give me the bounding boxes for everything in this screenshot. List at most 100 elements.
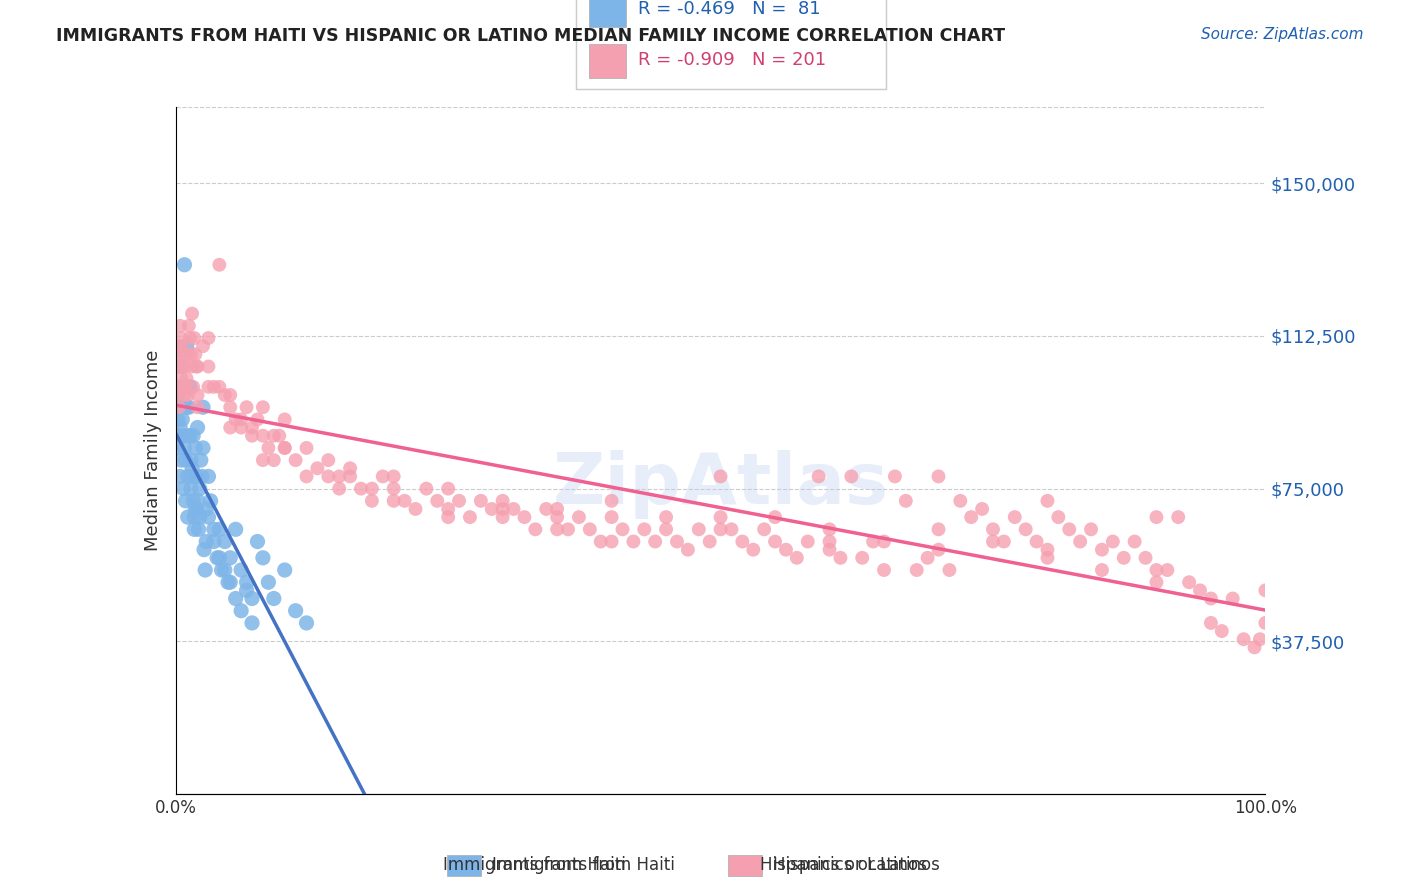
Text: Immigrants from Haiti: Immigrants from Haiti	[443, 856, 626, 874]
Point	[1091, 542, 1114, 557]
Point	[169, 318, 191, 333]
Point	[360, 482, 382, 496]
Point	[208, 522, 231, 536]
Point	[263, 428, 285, 442]
Point	[191, 469, 214, 483]
Point	[180, 453, 202, 467]
Point	[394, 493, 416, 508]
Point	[177, 388, 200, 402]
Point	[252, 550, 274, 565]
Point	[167, 412, 190, 426]
Point	[1222, 591, 1244, 606]
Point	[180, 347, 202, 361]
Point	[176, 372, 198, 386]
Point	[240, 428, 263, 442]
Point	[981, 522, 1004, 536]
Point	[447, 493, 470, 508]
Point	[172, 359, 194, 374]
Point	[231, 420, 253, 434]
Text: R = -0.909   N = 201: R = -0.909 N = 201	[638, 52, 827, 70]
Point	[179, 331, 201, 345]
Point	[172, 380, 194, 394]
Point	[1254, 615, 1277, 630]
Point	[655, 510, 678, 524]
Point	[170, 359, 193, 374]
Point	[382, 482, 405, 496]
Point	[284, 604, 307, 618]
Point	[710, 469, 733, 483]
Point	[1144, 575, 1167, 590]
Point	[231, 412, 253, 426]
Point	[176, 347, 198, 361]
Point	[173, 388, 195, 402]
Point	[231, 563, 253, 577]
Point	[873, 534, 896, 549]
Point	[174, 359, 197, 374]
FancyBboxPatch shape	[589, 45, 626, 78]
Point	[633, 522, 655, 536]
Point	[763, 510, 786, 524]
Point	[219, 575, 242, 590]
Point	[205, 550, 228, 565]
Point	[284, 453, 307, 467]
Point	[731, 534, 754, 549]
Point	[200, 493, 222, 508]
Point	[579, 522, 602, 536]
Point	[186, 359, 209, 374]
Point	[350, 482, 373, 496]
Point	[1211, 624, 1233, 638]
Text: Hispanics or Latinos: Hispanics or Latinos	[773, 856, 941, 874]
Point	[167, 380, 190, 394]
Point	[197, 331, 219, 345]
Point	[928, 542, 950, 557]
Point	[546, 510, 568, 524]
Point	[796, 534, 818, 549]
Point	[180, 482, 202, 496]
Point	[167, 401, 190, 415]
Point	[960, 510, 983, 524]
Text: ZipAtlas: ZipAtlas	[553, 450, 889, 519]
Point	[981, 534, 1004, 549]
Point	[214, 388, 236, 402]
Point	[177, 510, 200, 524]
Point	[172, 380, 194, 394]
Point	[177, 428, 200, 442]
Point	[1102, 534, 1125, 549]
Point	[1080, 522, 1102, 536]
Point	[841, 469, 863, 483]
Point	[181, 493, 204, 508]
Point	[186, 359, 208, 374]
Point	[181, 461, 204, 475]
Point	[862, 534, 884, 549]
Point	[186, 493, 209, 508]
Point	[169, 420, 191, 434]
Point	[710, 510, 733, 524]
Point	[1036, 550, 1059, 565]
Point	[252, 428, 274, 442]
Point	[1069, 534, 1091, 549]
Point	[219, 388, 242, 402]
Point	[1167, 510, 1189, 524]
Point	[568, 510, 591, 524]
Point	[405, 502, 427, 516]
Point	[181, 469, 204, 483]
Point	[219, 550, 242, 565]
Point	[1036, 493, 1059, 508]
Point	[295, 615, 318, 630]
Point	[186, 401, 209, 415]
Point	[183, 510, 205, 524]
Point	[318, 469, 340, 483]
Point	[437, 510, 460, 524]
Point	[197, 380, 219, 394]
Point	[186, 469, 208, 483]
Point	[339, 469, 361, 483]
Point	[219, 401, 242, 415]
Point	[181, 307, 204, 321]
Text: Immigrants from Haiti: Immigrants from Haiti	[492, 856, 675, 874]
Point	[492, 510, 515, 524]
Point	[252, 401, 274, 415]
Point	[191, 401, 214, 415]
Point	[328, 469, 350, 483]
Point	[873, 563, 896, 577]
Point	[252, 453, 274, 467]
